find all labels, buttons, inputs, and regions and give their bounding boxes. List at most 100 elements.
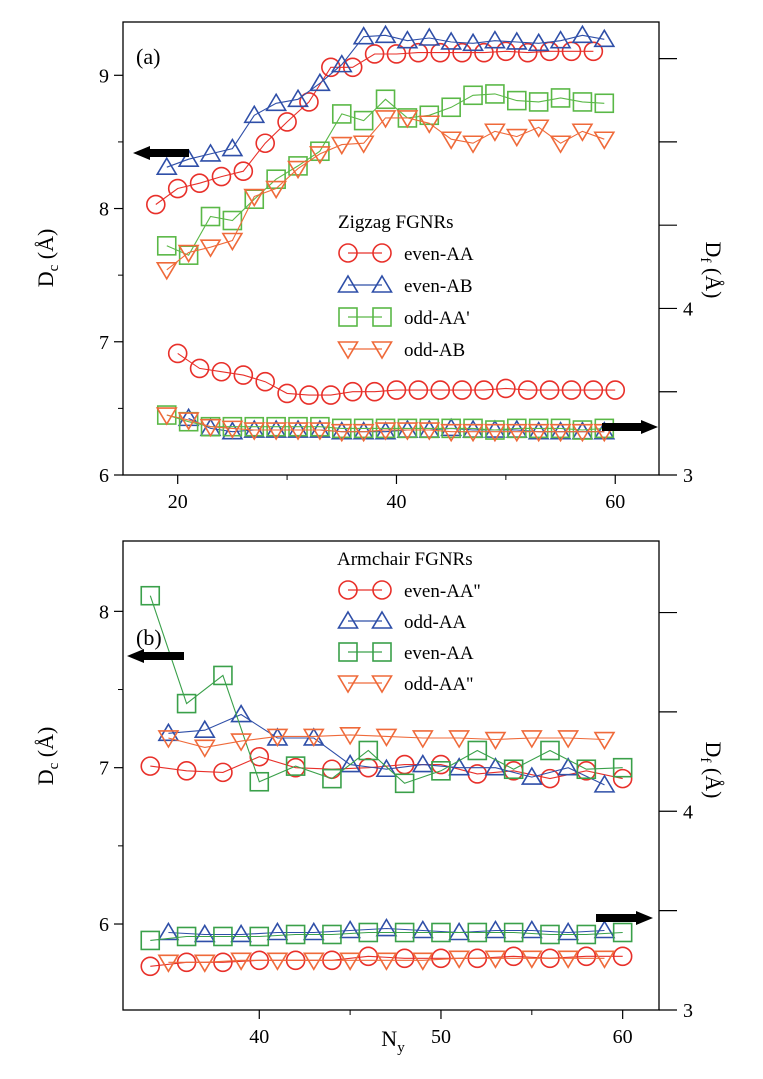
series-line: [149, 595, 623, 784]
data-point: [411, 919, 434, 939]
data-point: [233, 161, 254, 182]
data-point: [571, 24, 594, 44]
data-point: [375, 89, 396, 110]
legend-label: even-AA'': [404, 581, 480, 602]
legend-item-even-aa-pp: even-AA'': [338, 580, 480, 602]
y-axis-title-right-b: Df (Å): [697, 742, 726, 799]
data-point: [612, 757, 633, 778]
y-axis-title-right-a: Df (Å): [697, 242, 726, 299]
data-point: [176, 761, 197, 781]
data-point: [189, 358, 210, 379]
data-point: [557, 730, 580, 749]
data-point: [353, 110, 374, 131]
data-point: [448, 921, 471, 941]
data-point: [288, 156, 308, 176]
data-point: [308, 146, 331, 165]
data-point: [339, 952, 362, 971]
x-tick-label: 50: [431, 1026, 451, 1048]
panel-label-a: (a): [136, 44, 160, 69]
series-odd-aa-p-left: [156, 84, 615, 265]
legend-marker: [338, 243, 358, 263]
data-point: [484, 731, 507, 751]
data-point: [418, 422, 441, 441]
data-point: [156, 236, 177, 256]
data-point: [528, 92, 549, 112]
data-point: [540, 740, 560, 761]
x-tick-label: 60: [613, 1026, 633, 1048]
data-point: [155, 262, 178, 281]
data-point: [386, 44, 407, 64]
series-line: [166, 34, 605, 168]
data-point: [408, 380, 429, 400]
legend-item-odd-aa-p: odd-AA': [338, 307, 470, 329]
data-point: [506, 418, 527, 439]
legend-label: even-AB: [404, 276, 473, 297]
x-tick-label: 40: [386, 491, 406, 513]
data-point: [157, 722, 180, 742]
data-point: [517, 42, 538, 63]
data-point: [146, 194, 166, 215]
data-point: [213, 665, 233, 686]
x-tick-label: 60: [605, 491, 625, 513]
data-point: [550, 88, 571, 108]
y-axis-title-left-b: Dc (Å): [33, 727, 62, 786]
data-point: [288, 416, 308, 437]
data-point: [352, 135, 375, 154]
data-point: [230, 952, 253, 971]
data-point: [157, 921, 180, 941]
data-point: [213, 926, 233, 947]
data-point: [352, 421, 375, 440]
data-point: [167, 178, 188, 199]
data-point: [255, 371, 276, 392]
data-point: [394, 922, 415, 943]
data-point: [375, 728, 398, 747]
data-point: [302, 728, 325, 747]
data-point: [419, 105, 440, 126]
data-point: [540, 924, 560, 945]
data-point: [440, 31, 463, 50]
data-point: [503, 922, 524, 943]
legend-marker: [372, 307, 392, 327]
data-point: [364, 381, 385, 402]
data-point: [441, 97, 461, 118]
legend-marker: [372, 243, 392, 263]
data-point: [299, 92, 319, 112]
legend-marker: [338, 642, 358, 662]
data-point: [394, 948, 415, 969]
legend-label: odd-AA': [404, 308, 470, 329]
data-point: [176, 693, 197, 714]
data-point: [576, 924, 597, 945]
data-point: [308, 419, 331, 438]
data-point: [593, 774, 616, 793]
legend-marker: [337, 610, 359, 629]
data-point: [308, 72, 331, 92]
series-even-aa-left: [140, 585, 633, 794]
data-point: [440, 417, 463, 437]
data-point: [211, 361, 232, 382]
data-point: [527, 119, 550, 138]
data-point: [265, 180, 288, 200]
legend-marker: [372, 642, 392, 662]
data-point: [448, 950, 471, 969]
data-point: [572, 92, 593, 112]
y-tick-label-right: 4: [683, 298, 693, 320]
legend-a: even-AA even-AB odd-AA' odd-AB: [337, 243, 474, 361]
plot-marks-a: [146, 24, 626, 443]
data-point: [540, 768, 560, 789]
data-point: [549, 421, 572, 440]
data-point: [448, 730, 471, 749]
data-point: [221, 420, 244, 439]
plot-frame-a: [122, 21, 660, 476]
data-point: [287, 419, 309, 438]
data-point: [310, 141, 330, 162]
data-point: [485, 420, 505, 440]
data-point: [331, 418, 352, 439]
data-point: [358, 922, 379, 943]
axis-ticks-a: 20 40 60 6 7 8 9 3 4: [99, 58, 693, 513]
y-tick-label-right: 3: [683, 1000, 693, 1022]
data-point: [299, 385, 319, 405]
data-point: [339, 727, 362, 746]
legend-label: odd-AA: [404, 612, 467, 633]
y-tick-label-left: 7: [99, 332, 109, 354]
